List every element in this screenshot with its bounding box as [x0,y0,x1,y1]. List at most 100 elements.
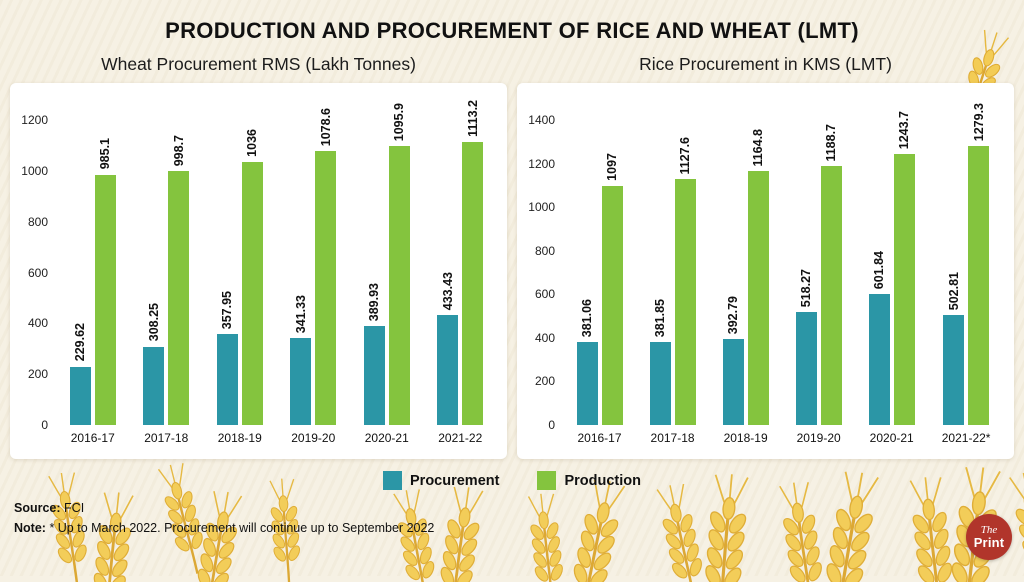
x-category-label: 2018-19 [217,431,262,445]
bar-procurement-2016-17 [69,366,91,425]
bar-procurement-2020-21 [363,325,385,425]
legend-label-production: Production [564,472,641,489]
bar-production-2020-21 [388,146,410,425]
bar-pair: 341.33 1078.6 [290,107,337,425]
page-title: PRODUCTION AND PROCUREMENT OF RICE AND W… [165,18,859,43]
y-tick-label: 400 [27,316,48,331]
bar-pair: 229.62 985.1 [69,138,116,425]
x-category-label: 2016-17 [70,431,115,445]
wheat-chart-title: Wheat Procurement RMS (Lakh Tonnes) [101,54,416,74]
bar-column: 1097 [601,153,623,425]
logo-print-text: Print [973,534,1005,550]
logo-the-text: The [980,523,998,536]
bar-pair: 308.25 998.7 [143,135,190,425]
bar-production-2019-20 [820,166,842,425]
bar-column: 433.43 [437,271,459,425]
bar-production-2021-22 [462,142,484,425]
bar-production-2017-18 [674,179,696,425]
bar-value-label: 1127.6 [678,136,693,175]
y-tick-label: 1200 [21,113,48,127]
bar-pair: 389.93 1095.9 [363,103,410,425]
bar-value-label: 229.62 [73,323,88,362]
note-line: Note: * Up to March 2022. Procurement wi… [14,518,1024,538]
bar-value-label: 389.93 [367,282,382,321]
rice-chart: Rice Procurement in KMS (LMT) 0 200 400 600… [517,54,1014,459]
bar-production-2020-21 [893,154,915,425]
source-label: Source: [14,501,61,515]
bar-value-label: 1095.9 [392,103,407,142]
rice-chart-panel: 0 200 400 600 800 1000 1200 1400 381.06 1097 2016… [517,83,1014,459]
bar-procurement-2018-19 [722,339,744,425]
bar-column: 601.84 [868,251,890,425]
bar-value-label: 985.1 [98,138,113,170]
bar-column: 1188.7 [820,123,842,425]
footer: Source: FCI Note: * Up to March 2022. Pr… [14,498,1024,538]
bar-column: 998.7 [168,135,190,425]
bar-procurement-2021-22 [437,314,459,425]
bar-production-2021-22* [968,146,990,425]
bar-group: 392.79 1164.8 2018-19 [722,128,769,449]
bar-value-label: 1243.7 [897,110,912,150]
bar-column: 308.25 [143,303,165,425]
bar-value-label: 341.33 [293,295,308,334]
legend-item-production: Production [537,471,641,490]
x-category-label: 2021-22 [438,431,483,445]
y-tick-label: 1400 [528,113,555,127]
wheat-plot: 0 200 400 600 800 1000 1200 229.62 985.1 2016-17… [16,97,497,449]
x-category-label: 2016-17 [577,431,622,445]
bar-group: 381.85 1127.6 2017-18 [649,136,696,449]
charts-row: Wheat Procurement RMS (Lakh Tonnes) 0 200… [0,44,1024,459]
wheat-y-axis: 0 200 400 600 800 1000 1200 [16,113,56,432]
wheat-chart: Wheat Procurement RMS (Lakh Tonnes) 0 200… [10,54,507,459]
bar-column: 392.79 [722,296,744,425]
bar-value-label: 308.25 [146,303,161,342]
bar-value-label: 1279.3 [971,103,986,142]
bar-value-label: 381.06 [580,298,595,337]
y-tick-label: 1200 [528,156,555,171]
bar-value-label: 1036 [245,128,260,157]
bar-column: 381.85 [649,299,671,425]
y-tick-label: 200 [27,367,48,382]
bar-group: 357.95 1036 2018-19 [216,128,263,449]
bar-group: 389.93 1095.9 2020-21 [363,103,410,449]
bar-value-label: 1097 [605,153,620,182]
bar-production-2017-18 [168,171,190,425]
bar-column: 985.1 [94,138,116,425]
y-tick-label: 800 [27,214,48,229]
bar-value-label: 1164.8 [751,128,766,167]
x-category-label: 2018-19 [723,431,768,445]
bar-value-label: 1078.6 [318,107,333,146]
bar-value-label: 357.95 [220,290,235,330]
bar-group: 341.33 1078.6 2019-20 [290,107,337,449]
bar-value-label: 1188.7 [824,123,839,162]
bar-procurement-2017-18 [649,341,671,425]
y-tick-label: 600 [27,265,48,280]
bar-procurement-2016-17 [576,341,598,425]
bar-production-2016-17 [94,174,116,425]
bar-column: 518.27 [795,269,817,425]
source-value: FCI [64,501,85,515]
x-category-label: 2019-20 [796,431,841,445]
bar-production-2018-19 [747,171,769,425]
bar-column: 381.06 [576,298,598,425]
x-category-label: 2021-22* [941,431,991,445]
y-tick-label: 0 [548,418,555,432]
bar-column: 1036 [241,128,263,425]
theprint-logo: The Print [966,514,1012,560]
bar-procurement-2018-19 [216,334,238,425]
y-tick-label: 200 [534,374,555,389]
bar-group: 229.62 985.1 2016-17 [69,138,116,449]
bar-column: 1279.3 [968,103,990,425]
bar-production-2019-20 [315,150,337,425]
rice-y-axis: 0 200 400 600 800 1000 1200 1400 [523,113,563,432]
bar-value-label: 433.43 [440,271,455,310]
x-category-label: 2019-20 [291,431,336,445]
bar-value-label: 502.81 [946,272,961,311]
bar-pair: 357.95 1036 [216,128,263,425]
bar-procurement-2019-20 [795,312,817,425]
bar-column: 1095.9 [388,103,410,425]
bar-pair: 502.81 1279.3 [943,103,990,425]
legend: Procurement Production [0,471,1024,490]
legend-label-procurement: Procurement [410,472,500,489]
